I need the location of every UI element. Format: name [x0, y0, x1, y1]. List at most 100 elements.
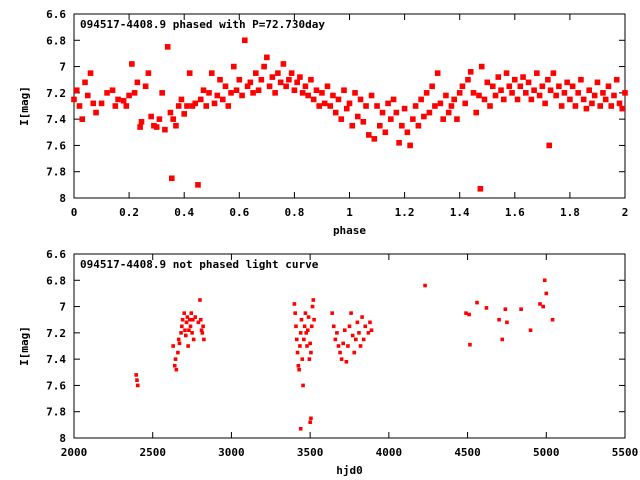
unphased-data-point: [355, 320, 360, 325]
unphased-data-point: [369, 328, 374, 333]
unphased-data-point: [200, 331, 205, 335]
phased-data-point: [142, 83, 149, 90]
phased-x-tick-label: 0.6: [229, 206, 249, 219]
phased-data-point: [159, 90, 165, 96]
unphased-data-point: [363, 324, 368, 329]
phased-data-point: [602, 96, 609, 103]
unphased-axis-ticks: 2000 2500 3000 3500 4000 4500 5000 5500 6.6 6.8 7 7…: [46, 248, 638, 459]
unphased-data-point: [350, 333, 355, 338]
phased-data-point: [87, 70, 94, 76]
unphased-data-point: [333, 337, 338, 342]
unphased-data-point: [309, 416, 313, 421]
phased-data-point: [192, 100, 199, 107]
phased-data-point: [553, 92, 559, 99]
phased-light-curve-panel: 0 0.2 0.4 0.6 0.8 1 1.2 1.4 1.6 1.8 2 6.6 6.8 7 7.2 7.4…: [18, 8, 628, 237]
phased-x-tick-label: 0.4: [174, 206, 194, 219]
unphased-data-point: [202, 337, 206, 342]
unphased-data-point: [475, 300, 479, 305]
unphased-x-tick-label: 4500: [454, 446, 481, 459]
unphased-data-point: [193, 315, 198, 319]
phased-data-point: [170, 116, 176, 122]
unphased-data-point: [306, 315, 311, 319]
phased-x-axis-label: phase: [333, 224, 366, 237]
unphased-x-tick-label: 5000: [533, 446, 560, 459]
phased-data-point: [297, 74, 303, 80]
phased-data-point: [371, 136, 378, 142]
phased-data-point: [120, 97, 127, 104]
unphased-x-axis-label: hjd0: [336, 464, 363, 477]
phased-chart-title: 094517-4408.9 phased with P=72.730day: [80, 18, 325, 31]
unphased-data-point: [180, 317, 185, 322]
unphased-data-points: [134, 278, 555, 431]
unphased-data-point: [339, 357, 344, 361]
phased-data-point: [352, 90, 358, 96]
phased-y-tick-label: 7.8: [46, 166, 66, 179]
phased-data-point: [164, 44, 171, 50]
phased-x-tick-label: 1.4: [450, 206, 470, 219]
phased-data-point: [76, 103, 83, 109]
unphased-data-point: [353, 337, 358, 342]
unphased-data-point: [347, 324, 352, 329]
phased-data-point: [308, 76, 314, 83]
phased-data-point: [360, 118, 367, 125]
phased-data-point: [222, 83, 229, 90]
phased-data-point: [619, 105, 626, 112]
unphased-data-point: [309, 350, 313, 355]
unphased-data-point: [199, 328, 204, 333]
phased-data-point: [313, 87, 320, 94]
unphased-data-point: [468, 342, 472, 347]
phased-data-point: [156, 116, 163, 122]
unphased-data-point: [368, 320, 372, 325]
phased-data-point: [534, 70, 540, 76]
unphased-data-point: [464, 311, 468, 315]
phased-data-point: [145, 70, 152, 76]
unphased-data-point: [189, 311, 194, 315]
phased-data-point: [288, 70, 295, 76]
unphased-y-tick-label: 7: [59, 301, 66, 314]
phased-data-point: [354, 113, 361, 120]
phased-data-point: [211, 100, 218, 107]
unphased-data-point: [503, 307, 508, 311]
phased-data-point: [426, 109, 433, 116]
phased-data-point: [583, 105, 590, 112]
unphased-data-point: [309, 324, 314, 329]
unphased-data-point: [358, 344, 363, 348]
unphased-y-tick-label: 8: [59, 432, 66, 445]
phased-data-point: [567, 96, 573, 103]
unphased-data-point: [360, 315, 364, 319]
unphased-data-point: [357, 331, 361, 335]
phased-data-point: [613, 76, 620, 83]
phased-data-point: [517, 83, 524, 90]
phased-data-point: [302, 83, 309, 90]
unphased-data-point: [299, 317, 304, 322]
phased-data-point: [148, 113, 154, 120]
unphased-data-point: [177, 341, 182, 346]
phased-data-point: [492, 92, 499, 99]
phased-x-tick-label: 2: [622, 206, 629, 219]
unphased-data-point: [346, 344, 350, 348]
phased-data-point: [104, 90, 110, 96]
phased-data-point: [385, 100, 391, 107]
phased-data-point: [578, 76, 584, 83]
phased-data-point: [456, 90, 463, 96]
unphased-data-point: [541, 304, 545, 309]
unphased-data-point: [544, 291, 549, 296]
unphased-data-point: [187, 328, 191, 333]
phased-data-point: [131, 90, 138, 96]
unphased-data-point: [179, 331, 183, 335]
phased-data-point: [178, 96, 185, 103]
phased-data-point: [470, 90, 477, 96]
phased-data-point: [175, 103, 182, 109]
unphased-data-point: [538, 302, 542, 306]
unphased-data-point: [311, 298, 316, 302]
unphased-x-tick-label: 5500: [612, 446, 639, 459]
phased-data-point: [365, 132, 372, 138]
unphased-data-point: [500, 337, 505, 342]
phased-data-point: [291, 87, 298, 94]
unphased-x-tick-label: 3500: [297, 446, 324, 459]
phased-data-point: [437, 100, 444, 107]
phased-data-point: [558, 103, 565, 109]
phased-data-point: [523, 90, 529, 96]
unphased-data-point: [296, 363, 301, 368]
unphased-y-tick-label: 7.4: [46, 353, 66, 366]
